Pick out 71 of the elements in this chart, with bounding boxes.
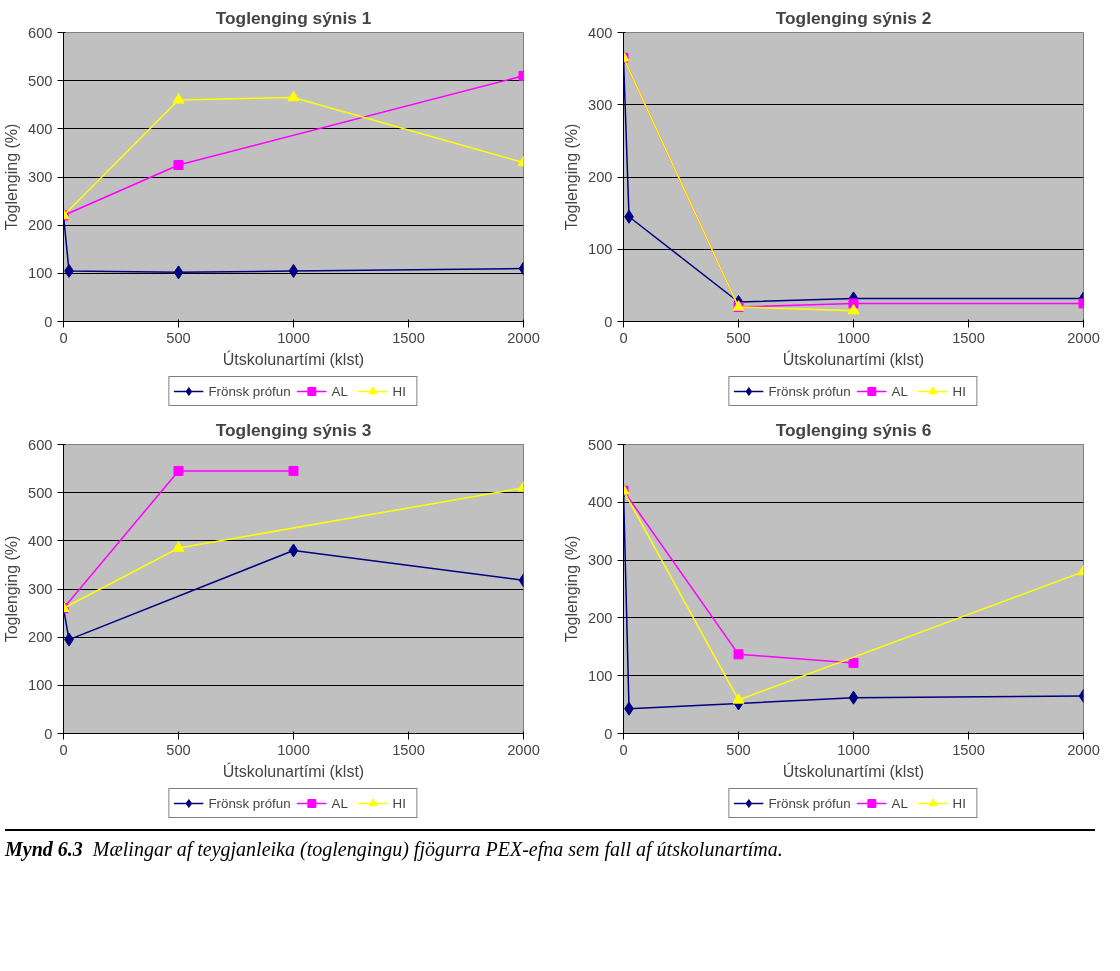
y-tick-label: 300 [588,96,613,113]
y-axis-title: Toglenging (%) [3,123,21,231]
legend-label: HI [392,795,407,811]
y-tick-label: 500 [28,72,53,89]
x-tick-label: 0 [619,741,628,758]
y-axis-title: Toglenging (%) [563,535,581,643]
x-tick-label: 0 [59,741,68,758]
y-tick-label: 0 [44,313,53,330]
x-tick-label: 0 [619,329,628,346]
y-tick-label: 400 [28,532,53,549]
y-axis-title: Toglenging (%) [3,535,21,643]
y-tick-label: 300 [28,169,53,185]
legend-label: AL [891,383,909,399]
x-tick-label: 2000 [507,329,540,346]
chart-title: Toglenging sýnis 2 [775,7,932,28]
y-tick-label: 100 [588,241,613,258]
y-tick-label: 200 [588,169,613,185]
y-tick-label: 0 [44,725,53,742]
y-axis-title: Toglenging (%) [563,123,581,231]
x-tick-label: 1000 [837,329,870,346]
legend-label: AL [331,795,349,811]
y-tick-label: 400 [588,24,613,41]
x-tick-label: 1000 [277,329,310,346]
y-tick-label: 600 [28,436,53,453]
chart-title: Toglenging sýnis 6 [775,419,932,440]
y-tick-label: 500 [28,484,53,501]
y-tick-label: 100 [28,677,53,694]
x-tick-label: 2000 [1067,741,1100,758]
x-tick-label: 1500 [952,741,985,758]
y-tick-label: 200 [28,217,53,234]
legend-label: AL [331,383,349,399]
text: Mynd 6.3 [5,838,83,860]
y-tick-label: 400 [28,120,53,137]
legend-label: HI [952,383,967,399]
x-tick-label: 1500 [392,329,425,346]
legend-label: AL [891,795,909,811]
x-axis-title: Útskolunartími (klst) [782,349,925,368]
chart-title: Toglenging sýnis 3 [215,419,372,440]
y-tick-label: 200 [28,629,53,646]
x-tick-label: 1500 [392,741,425,758]
y-tick-label: 100 [28,265,53,282]
x-tick-label: 500 [166,329,191,346]
y-tick-label: 300 [588,552,613,569]
legend-label: Frönsk prófun [768,795,851,811]
legend-label: Frönsk prófun [208,795,291,811]
y-tick-label: 400 [588,494,613,511]
y-tick-label: 200 [588,609,613,626]
x-tick-label: 500 [726,329,751,346]
x-tick-label: 2000 [1067,329,1100,346]
x-tick-label: 500 [166,741,191,758]
y-tick-label: 300 [28,581,53,597]
x-tick-label: 0 [59,329,68,346]
chart-title: Toglenging sýnis 1 [215,7,372,28]
legend-label: HI [952,795,967,811]
x-tick-label: 1500 [952,329,985,346]
y-tick-label: 100 [588,667,613,684]
x-tick-label: 500 [726,741,751,758]
y-tick-label: 0 [604,313,613,330]
x-tick-label: 1000 [277,741,310,758]
x-axis-title: Útskolunartími (klst) [222,349,365,368]
y-tick-label: 500 [588,436,613,453]
y-tick-label: 0 [604,725,613,742]
legend-label: Frönsk prófun [768,383,851,399]
legend-label: Frönsk prófun [208,383,291,399]
y-tick-label: 600 [28,24,53,41]
x-axis-title: Útskolunartími (klst) [782,761,925,780]
x-tick-label: 2000 [507,741,540,758]
x-tick-label: 1000 [837,741,870,758]
text: Mælingar af teygjanleika (toglengingu) fjögurra PEX-efna sem fall af útskolunartíma. [92,838,783,860]
x-axis-title: Útskolunartími (klst) [222,761,365,780]
legend-label: HI [392,383,407,399]
